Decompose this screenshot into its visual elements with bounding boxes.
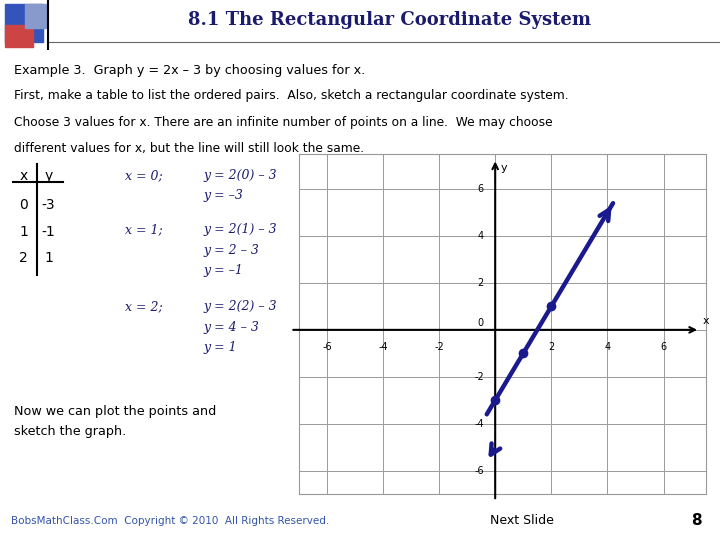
Text: x: x [702, 316, 709, 326]
Bar [25, 4, 47, 28]
Text: -4: -4 [474, 418, 484, 429]
Text: 0: 0 [19, 198, 28, 212]
Text: -6: -6 [474, 465, 484, 476]
Text: 2: 2 [477, 278, 484, 288]
Text: y = 2(1) – 3: y = 2(1) – 3 [203, 223, 276, 236]
Text: -2: -2 [434, 342, 444, 352]
Text: -3: -3 [42, 198, 55, 212]
Text: -6: -6 [322, 342, 332, 352]
Text: 6: 6 [478, 184, 484, 194]
Text: y = 1: y = 1 [203, 341, 237, 354]
Text: 1: 1 [19, 225, 28, 239]
Text: 2: 2 [19, 251, 28, 265]
Text: -2: -2 [474, 372, 484, 382]
Text: y = 4 – 3: y = 4 – 3 [203, 321, 259, 334]
Text: 8: 8 [691, 513, 702, 528]
Text: y = 2 – 3: y = 2 – 3 [203, 244, 259, 256]
Text: 2: 2 [548, 342, 554, 352]
Text: BobsMathClass.Com  Copyright © 2010  All Rights Reserved.: BobsMathClass.Com Copyright © 2010 All R… [11, 516, 329, 525]
Text: Now we can plot the points and: Now we can plot the points and [14, 404, 217, 417]
Bar [5, 4, 43, 42]
Text: -1: -1 [42, 225, 55, 239]
Text: y = –1: y = –1 [203, 264, 243, 277]
Text: x = 0;: x = 0; [125, 169, 163, 182]
Text: 0: 0 [478, 318, 484, 328]
Text: x = 1;: x = 1; [125, 223, 163, 236]
Text: y: y [45, 169, 53, 183]
Text: y = 2(0) – 3: y = 2(0) – 3 [203, 169, 276, 182]
Text: 1: 1 [44, 251, 53, 265]
Text: Next Slide: Next Slide [490, 514, 554, 527]
Text: 4: 4 [604, 342, 611, 352]
Text: 8.1 The Rectangular Coordinate System: 8.1 The Rectangular Coordinate System [189, 11, 592, 29]
Text: y: y [501, 163, 508, 173]
Text: x = 2;: x = 2; [125, 300, 163, 313]
Text: Example 3.  Graph y = 2x – 3 by choosing values for x.: Example 3. Graph y = 2x – 3 by choosing … [14, 64, 366, 77]
Text: Choose 3 values for x. There are an infinite number of points on a line.  We may: Choose 3 values for x. There are an infi… [14, 116, 553, 129]
Text: 4: 4 [478, 231, 484, 241]
Text: x: x [19, 169, 27, 183]
Text: different values for x, but the line will still look the same.: different values for x, but the line wil… [14, 142, 364, 155]
Text: y = 2(2) – 3: y = 2(2) – 3 [203, 300, 276, 313]
Text: sketch the graph.: sketch the graph. [14, 425, 127, 438]
Text: -4: -4 [378, 342, 388, 352]
Text: 6: 6 [660, 342, 667, 352]
Text: First, make a table to list the ordered pairs.  Also, sketch a rectangular coord: First, make a table to list the ordered … [14, 90, 569, 103]
Bar [5, 25, 33, 47]
Text: y = –3: y = –3 [203, 189, 243, 202]
